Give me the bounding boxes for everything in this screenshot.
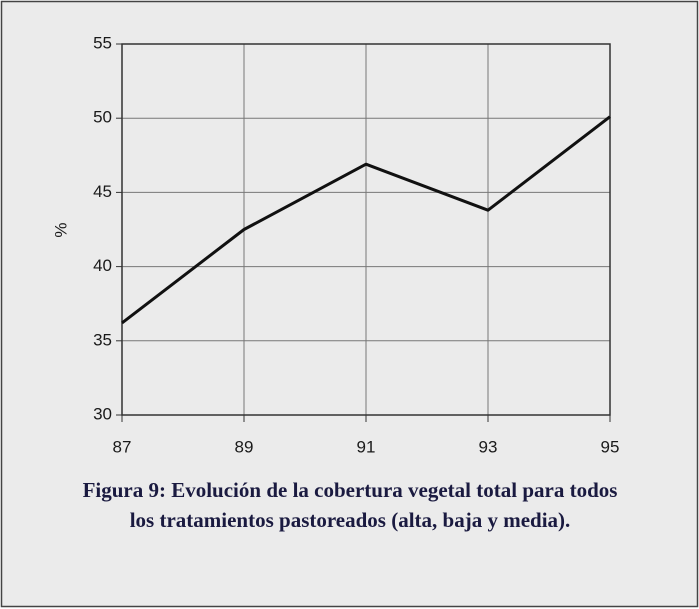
x-tick-label: 87 <box>113 437 132 456</box>
y-tick-label: 55 <box>93 33 112 52</box>
plot-area <box>121 43 611 416</box>
y-tick-label: 35 <box>93 330 112 349</box>
caption-line: los tratamientos pastoreados (alta, baja… <box>130 508 571 532</box>
data-line <box>121 115 611 325</box>
y-tick-label: 50 <box>93 108 112 127</box>
caption-line: Figura 9: Evolución de la cobertura vege… <box>83 478 618 502</box>
x-tick-label: 95 <box>601 437 620 456</box>
y-axis-label: % <box>51 222 70 237</box>
y-tick-label: 45 <box>93 182 112 201</box>
y-tick-label: 40 <box>93 256 112 275</box>
y-tick-label: 30 <box>93 404 112 423</box>
x-tick-label: 91 <box>357 437 376 456</box>
x-tick-label: 89 <box>235 437 254 456</box>
x-tick-label: 93 <box>479 437 498 456</box>
